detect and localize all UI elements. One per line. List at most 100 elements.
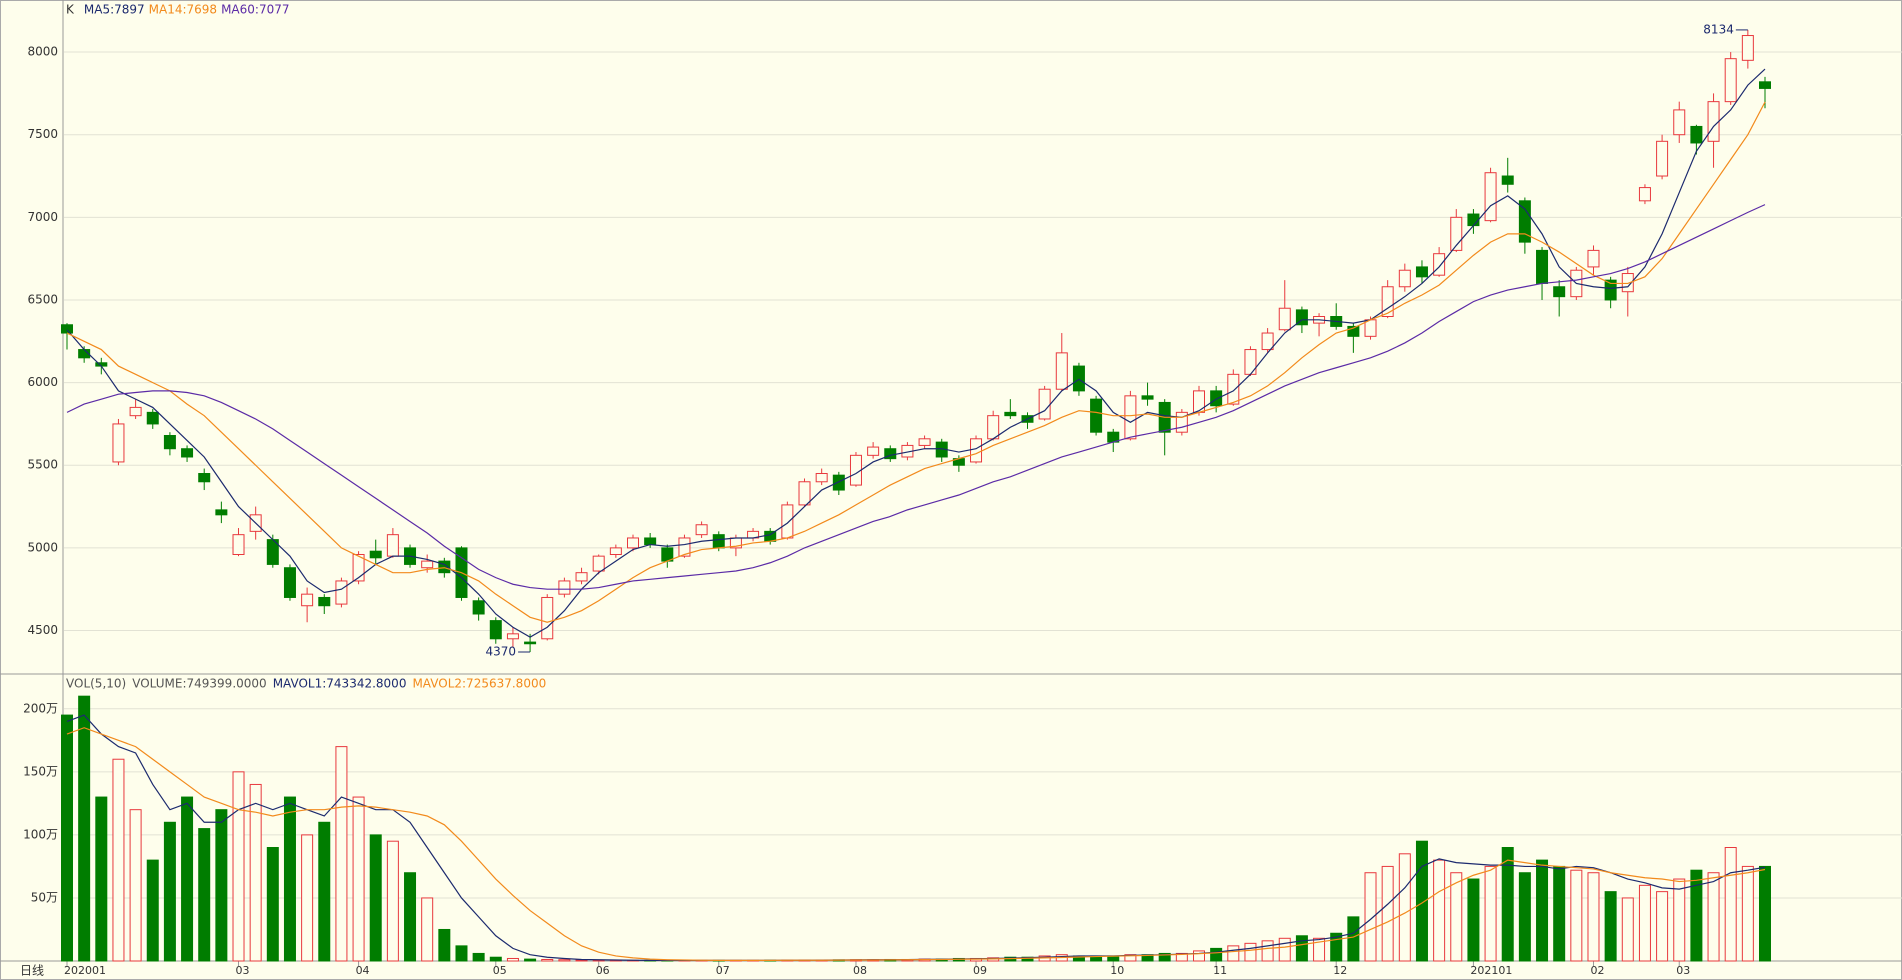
x-tick-label: 06 <box>596 964 610 977</box>
legend-entry: MA60:7077 <box>221 3 289 17</box>
legend-entry: MAVOL2:725637.8000 <box>412 677 546 691</box>
y-tick-label: 8000 <box>27 45 58 59</box>
x-tick-label: 03 <box>1676 964 1690 977</box>
volume-bar <box>1570 869 1583 962</box>
x-tick-label: 10 <box>1110 964 1124 977</box>
volume-bar <box>352 796 365 962</box>
volume-bar <box>1604 891 1617 962</box>
candle-body <box>970 438 983 463</box>
volume-bar <box>215 809 228 962</box>
candle-body <box>1501 175 1514 185</box>
candle-body <box>1553 286 1566 298</box>
volume-bar <box>1673 878 1686 962</box>
candle-body <box>1210 390 1223 407</box>
candle-body <box>181 448 194 458</box>
candle-body <box>918 438 931 446</box>
candle-body <box>1415 266 1428 278</box>
y-tick-label: 50万 <box>31 890 58 904</box>
candle-body <box>489 620 502 640</box>
y-tick-label: 5500 <box>27 458 58 472</box>
candle-body <box>472 600 485 615</box>
volume-bar <box>1501 847 1514 962</box>
volume-bar <box>1707 872 1720 962</box>
volume-bar <box>1295 935 1308 962</box>
candle-body <box>283 567 296 598</box>
candle-body <box>1055 352 1068 390</box>
x-tick-label: 09 <box>973 964 987 977</box>
volume-bar <box>283 796 296 962</box>
period-label: 日线 <box>20 964 44 978</box>
candle-body <box>1278 307 1291 331</box>
volume-bar <box>1741 865 1754 962</box>
volume-bar <box>1484 865 1497 962</box>
candle-body <box>987 415 1000 440</box>
volume-bar <box>1638 884 1651 962</box>
candle-body <box>369 550 382 559</box>
candle-body <box>1227 373 1240 405</box>
volume-bar <box>455 945 468 962</box>
panel-title: VOL(5,10) <box>66 677 126 691</box>
candle-body <box>386 534 399 557</box>
max-label: 8134 <box>1703 22 1734 36</box>
volume-bar <box>1536 859 1549 962</box>
y-tick-label: 6500 <box>27 292 58 306</box>
candle-body <box>815 473 828 483</box>
volume-bar <box>1227 945 1240 962</box>
candle-body <box>1484 172 1497 222</box>
volume-bar <box>541 958 554 962</box>
volume-bar <box>1313 937 1326 962</box>
candle-body <box>352 553 365 582</box>
candle-body <box>1175 411 1188 433</box>
candle-body <box>695 524 708 536</box>
candle-body <box>1090 398 1103 433</box>
candle-body <box>163 434 176 450</box>
volume-bar <box>386 840 399 962</box>
candle-body <box>1518 200 1531 243</box>
volume-bar <box>95 796 108 962</box>
x-tick-label: 05 <box>493 964 507 977</box>
x-tick-label: 12 <box>1333 964 1347 977</box>
candle-body <box>1381 286 1394 318</box>
x-tick-label: 11 <box>1213 964 1227 977</box>
volume-bar <box>472 952 485 962</box>
volume-bar <box>1518 872 1531 962</box>
candle-body <box>627 537 639 549</box>
volume-bar <box>335 746 348 962</box>
candle-body <box>781 504 794 539</box>
candle-body <box>558 580 571 595</box>
candle-body <box>1072 365 1085 392</box>
candle-body <box>798 481 811 506</box>
candle-body <box>1193 390 1205 413</box>
candle-body <box>1244 349 1257 375</box>
candle-body <box>1347 325 1360 337</box>
x-tick-label: 202001 <box>64 964 106 977</box>
volume-bar <box>112 758 125 962</box>
volume-bar <box>1690 869 1703 962</box>
candle-body <box>301 593 314 607</box>
candle-body <box>1621 273 1634 293</box>
volume-bar <box>1175 952 1188 962</box>
volume-bar <box>1193 950 1205 962</box>
y-tick-label: 100万 <box>23 827 58 841</box>
candle-body <box>678 537 691 557</box>
candle-body <box>506 633 519 640</box>
volume-bar <box>1450 872 1463 962</box>
candle-body <box>1004 411 1017 417</box>
volume-bar <box>1759 865 1771 962</box>
candle-body <box>1656 140 1669 177</box>
volume-bar <box>1621 897 1634 962</box>
x-tick-label: 07 <box>716 964 730 977</box>
volume-bar <box>1467 878 1480 962</box>
candle-body <box>1604 279 1617 301</box>
legend-entry: MAVOL1:743342.8000 <box>273 677 407 691</box>
volume-bar <box>266 847 279 962</box>
y-tick-label: 6000 <box>27 375 58 389</box>
y-tick-label: 200万 <box>23 701 58 715</box>
volume-label: VOLUME:749399.0000 <box>132 677 266 691</box>
y-tick-label: 7000 <box>27 210 58 224</box>
ma-line <box>66 204 1766 590</box>
volume-bar <box>318 821 331 962</box>
candle-body <box>524 641 537 645</box>
